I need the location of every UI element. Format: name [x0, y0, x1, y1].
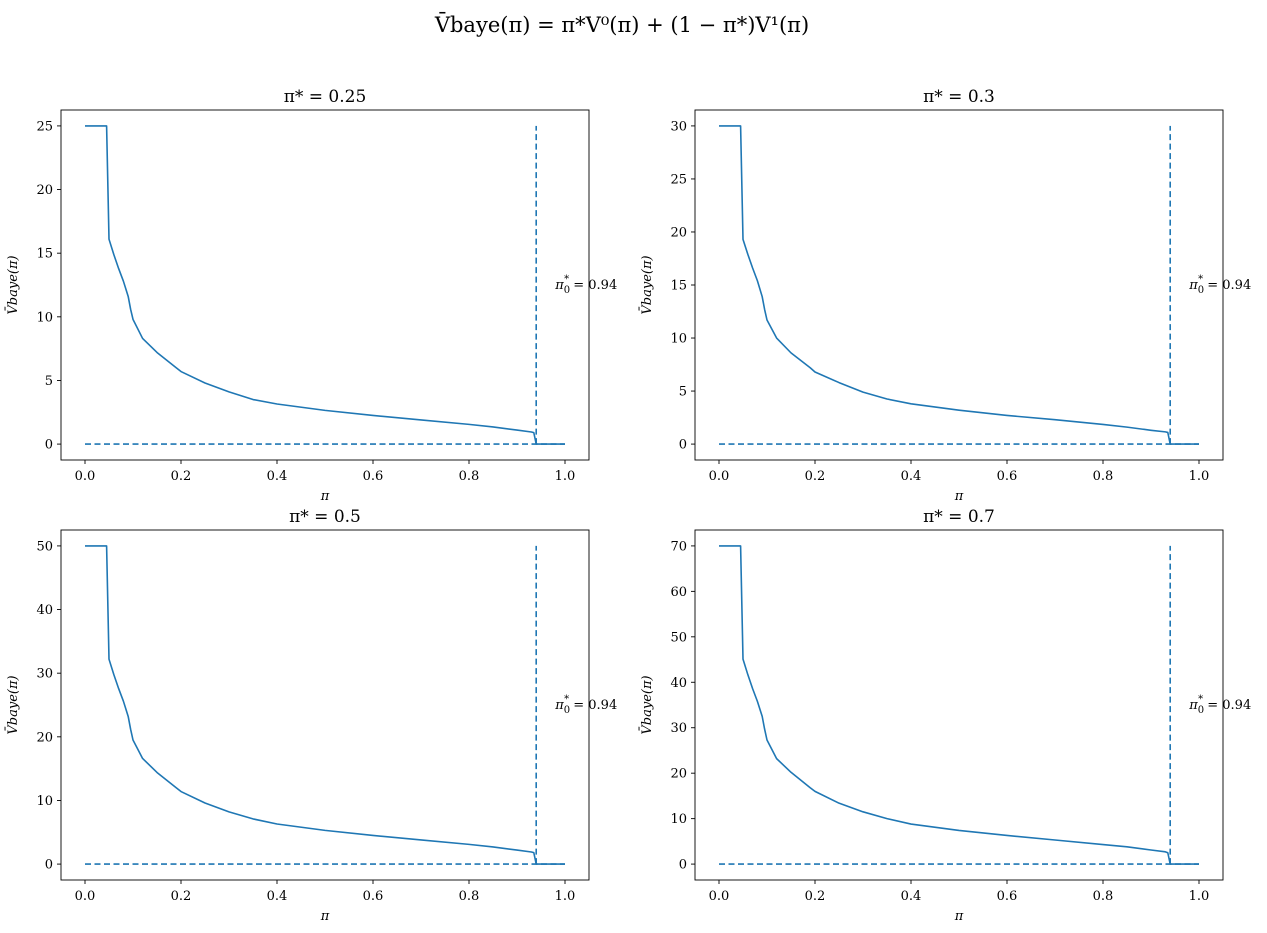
x-tick-label: 0.8: [1093, 889, 1114, 904]
subplot-3: π* = 0.5 0.0 0.2 0.4 0.6 0.8 1.0 0 10 20 30 40 50 π V̄…: [5, 507, 618, 924]
value-curve: [85, 545, 565, 865]
axes-frame: [694, 109, 1224, 461]
x-tick-label: 1.0: [555, 889, 576, 904]
y-tick-label: 0: [679, 858, 687, 873]
threshold-annotation: π0* = 0.94: [1188, 694, 1251, 716]
figure-suptitle: V̄baye(π) = π*V⁰(π) + (1 − π*)V¹(π): [434, 12, 809, 37]
x-tick-label: 0.0: [709, 469, 730, 484]
value-curve: [719, 125, 1199, 445]
x-tick-label: 0.6: [363, 889, 384, 904]
y-tick-label: 30: [670, 721, 687, 736]
y-tick-label: 30: [670, 119, 687, 134]
subplot-4: π* = 0.7 0.0 0.2 0.4 0.6 0.8 1.0 0 10 20 30 40 50 60 7…: [639, 507, 1252, 924]
x-tick-label: 0.0: [75, 469, 96, 484]
x-tick-label: 0.2: [805, 889, 826, 904]
y-tick-label: 0: [45, 438, 53, 453]
x-tick-label: 0.4: [901, 889, 922, 904]
y-axis-label: V̄baye(π): [5, 255, 21, 314]
axes-frame: [60, 109, 590, 461]
y-tick-label: 40: [670, 676, 687, 691]
x-tick-label: 0.0: [75, 889, 96, 904]
y-tick-label: 10: [36, 794, 53, 809]
x-axis-label: π: [954, 489, 964, 504]
y-tick-label: 25: [36, 119, 53, 134]
y-tick-label: 5: [45, 374, 53, 389]
y-tick-label: 0: [679, 438, 687, 453]
subplot-title: π* = 0.7: [923, 507, 995, 527]
x-tick-label: 0.2: [171, 889, 192, 904]
y-tick-label: 10: [670, 812, 687, 827]
threshold-annotation: π0* = 0.94: [1188, 274, 1251, 296]
subplot-1: π* = 0.25 0.0 0.2 0.4 0.6 0.8 1.0 0 5 10 15 20 25 π V̄…: [5, 87, 618, 504]
x-tick-label: 0.4: [267, 469, 288, 484]
x-tick-label: 0.2: [171, 469, 192, 484]
threshold-annotation: π0* = 0.94: [554, 694, 617, 716]
y-axis-label: V̄baye(π): [639, 675, 655, 734]
x-tick-label: 1.0: [1189, 889, 1210, 904]
y-tick-label: 0: [45, 858, 53, 873]
x-tick-label: 1.0: [1189, 469, 1210, 484]
y-tick-label: 10: [36, 310, 53, 325]
subplot-title: π* = 0.5: [289, 507, 361, 527]
y-axis-label: V̄baye(π): [639, 255, 655, 314]
y-tick-label: 30: [36, 667, 53, 682]
y-tick-label: 10: [670, 332, 687, 347]
y-tick-label: 50: [670, 630, 687, 645]
x-tick-label: 0.6: [997, 889, 1018, 904]
x-tick-label: 0.4: [267, 889, 288, 904]
y-tick-label: 70: [670, 539, 687, 554]
value-curve: [85, 125, 565, 445]
subplot-2: π* = 0.3 0.0 0.2 0.4 0.6 0.8 1.0 0 5 10 15 20 25 30 π V…: [639, 87, 1252, 504]
y-tick-label: 25: [670, 172, 687, 187]
y-tick-label: 20: [670, 225, 687, 240]
y-tick-label: 60: [670, 585, 687, 600]
y-tick-label: 20: [670, 767, 687, 782]
y-axis-label: V̄baye(π): [5, 675, 21, 734]
subplot-title: π* = 0.25: [284, 87, 367, 107]
y-tick-label: 40: [36, 603, 53, 618]
x-axis-label: π: [954, 909, 964, 924]
axes-frame: [694, 529, 1224, 881]
y-tick-label: 50: [36, 539, 53, 554]
x-tick-label: 0.8: [1093, 469, 1114, 484]
x-tick-label: 0.4: [901, 469, 922, 484]
x-tick-label: 1.0: [555, 469, 576, 484]
x-tick-label: 0.6: [363, 469, 384, 484]
x-axis-label: π: [320, 489, 330, 504]
threshold-annotation: π0* = 0.94: [554, 274, 617, 296]
x-tick-label: 0.2: [805, 469, 826, 484]
axes-frame: [60, 529, 590, 881]
value-curve: [719, 545, 1199, 865]
y-tick-label: 20: [36, 183, 53, 198]
y-tick-label: 5: [679, 385, 687, 400]
y-tick-label: 15: [670, 279, 687, 294]
y-tick-label: 15: [36, 247, 53, 262]
x-tick-label: 0.8: [459, 889, 480, 904]
x-tick-label: 0.6: [997, 469, 1018, 484]
x-axis-label: π: [320, 909, 330, 924]
y-tick-label: 20: [36, 730, 53, 745]
x-tick-label: 0.8: [459, 469, 480, 484]
subplot-title: π* = 0.3: [923, 87, 995, 107]
x-tick-label: 0.0: [709, 889, 730, 904]
